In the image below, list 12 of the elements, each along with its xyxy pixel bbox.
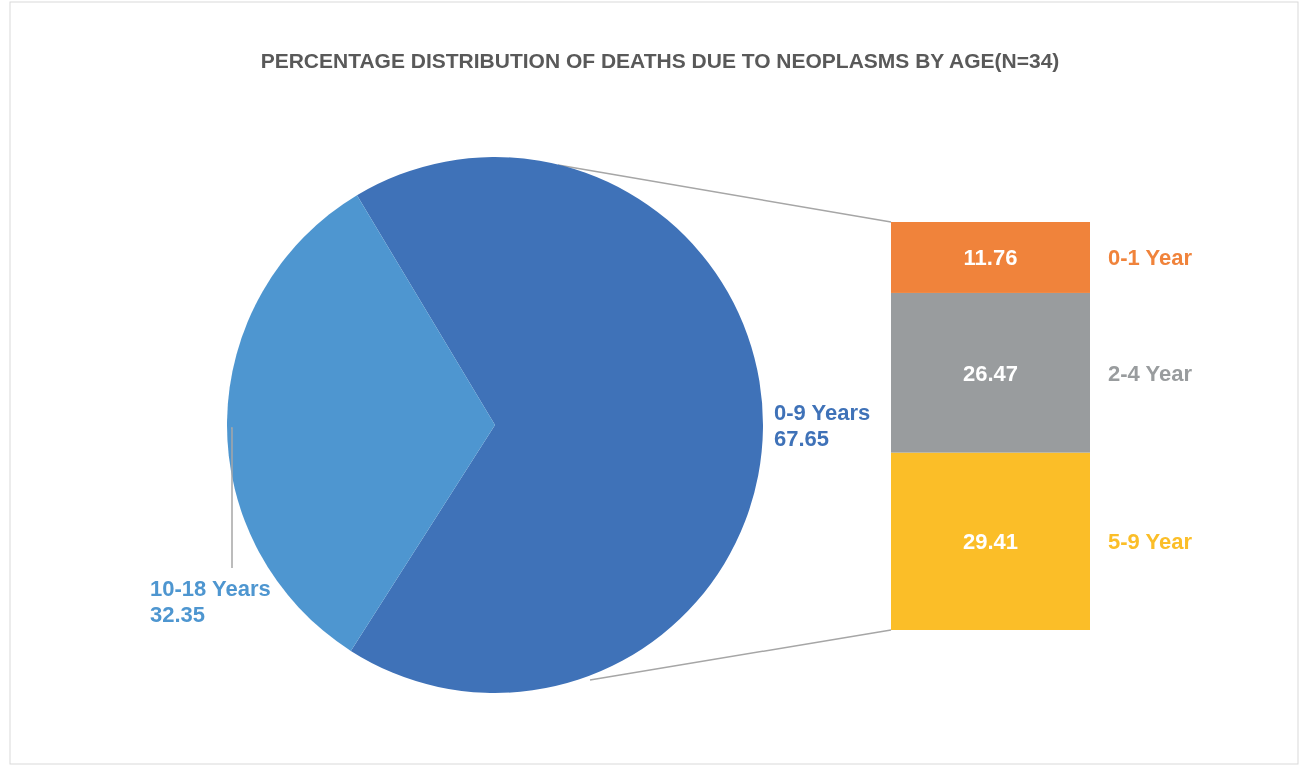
data-label: 32.35 xyxy=(150,602,206,628)
slice-label: 0-9 Years xyxy=(774,400,871,425)
series-label: 2-4 Year xyxy=(1108,360,1193,386)
series-label: 0-1 Year xyxy=(1108,245,1193,271)
data-label: 29.41 xyxy=(962,529,1019,555)
data-label: 26.47 xyxy=(962,360,1019,386)
pie-slice xyxy=(350,157,763,693)
data-label: 11.76 xyxy=(963,245,1018,271)
data-label: 67.65 xyxy=(774,426,830,452)
chart-title: PERCENTAGE DISTRIBUTION OF DEATHS DUE TO NEOPLASMS BY AGE(N=34) xyxy=(260,49,1060,72)
series-label: 5-9 Year xyxy=(1108,529,1193,555)
slice-label: 10-18 Years xyxy=(150,576,271,601)
